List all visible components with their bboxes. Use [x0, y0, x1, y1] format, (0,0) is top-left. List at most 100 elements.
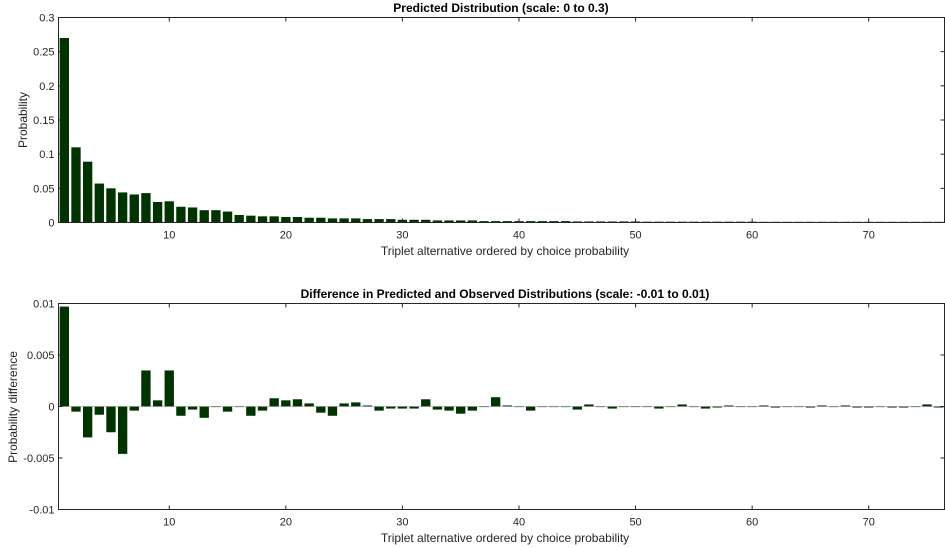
bar-4 — [94, 406, 104, 415]
difference-distribution-panel: Difference in Predicted and Observed Dis… — [6, 287, 945, 545]
bar-9 — [152, 400, 163, 407]
axes-frame — [58, 17, 945, 223]
bar-69 — [852, 406, 862, 408]
x-tick-label: 50 — [629, 517, 641, 529]
x-axis-label: Triplet alternative ordered by choice pr… — [381, 531, 629, 545]
bar-29 — [386, 406, 396, 409]
bar-17 — [246, 215, 256, 223]
y-tick-label: 0.1 — [39, 149, 54, 161]
bar-4 — [94, 183, 104, 223]
x-tick-label: 10 — [163, 230, 175, 242]
x-axis-label: Triplet alternative ordered by choice pr… — [381, 244, 629, 258]
bar-24 — [327, 218, 338, 223]
bar-28 — [374, 219, 384, 223]
x-tick-label: 70 — [863, 517, 875, 529]
bar-19 — [269, 216, 279, 223]
bar-43 — [549, 221, 559, 223]
bar-9 — [152, 202, 163, 223]
bar-46 — [584, 404, 594, 407]
bar-23 — [316, 406, 326, 413]
bar-52 — [654, 406, 664, 409]
x-tick-label: 30 — [396, 517, 408, 529]
bar-45 — [572, 406, 582, 410]
predicted-distribution-panel: Predicted Distribution (scale: 0 to 0.3)… — [16, 1, 945, 258]
bar-35 — [456, 220, 466, 223]
bar-10 — [164, 201, 174, 223]
y-tick-label: 0.3 — [39, 13, 54, 25]
bar-25 — [339, 403, 349, 407]
x-tick-label: 50 — [629, 230, 641, 242]
bar-31 — [409, 219, 419, 223]
bar-54 — [677, 404, 687, 407]
y-axis-label: Probability difference — [6, 351, 20, 463]
bar-37 — [479, 221, 489, 223]
chart-title: Difference in Predicted and Observed Dis… — [301, 287, 710, 301]
bar-39 — [502, 221, 512, 223]
bar-22 — [304, 403, 314, 407]
bar-15 — [222, 211, 233, 223]
bar-7 — [129, 194, 139, 223]
bar-18 — [257, 406, 268, 411]
bar-22 — [304, 217, 314, 223]
bar-group — [58, 306, 945, 454]
bar-35 — [456, 406, 466, 414]
bar-24 — [327, 406, 338, 416]
bar-12 — [187, 406, 198, 410]
x-tick-label: 70 — [863, 230, 875, 242]
bar-3 — [82, 161, 93, 223]
bar-11 — [176, 406, 186, 416]
bar-29 — [386, 219, 396, 223]
x-tick-label: 20 — [280, 230, 292, 242]
bar-56 — [700, 406, 711, 409]
bar-36 — [467, 220, 478, 223]
bar-2 — [71, 147, 81, 223]
bar-72 — [887, 406, 897, 408]
bar-65 — [805, 406, 816, 408]
bar-8 — [141, 370, 151, 407]
bar-16 — [234, 214, 244, 223]
x-tick-label: 30 — [396, 230, 408, 242]
bar-61 — [759, 405, 769, 407]
bar-21 — [292, 399, 303, 407]
bar-10 — [164, 370, 174, 407]
y-axis-label: Probability — [16, 92, 30, 148]
bar-45 — [572, 221, 582, 223]
tick-group: 10 20 30 40 50 60 70 -0.01 -0.005 0 0.005 0.01 — [23, 299, 945, 529]
bar-33 — [432, 406, 443, 410]
bar-75 — [922, 404, 932, 407]
bar-13 — [199, 210, 209, 223]
y-tick-label: 0.15 — [33, 115, 54, 127]
chart-title: Predicted Distribution (scale: 0 to 0.3) — [393, 1, 608, 15]
x-tick-label: 60 — [746, 517, 758, 529]
x-tick-label: 10 — [163, 517, 175, 529]
bar-17 — [246, 406, 256, 416]
x-tick-label: 20 — [280, 517, 292, 529]
bar-6 — [117, 406, 128, 454]
bar-76 — [934, 406, 944, 408]
bar-39 — [502, 405, 512, 407]
y-tick-label: 0 — [48, 218, 54, 230]
bar-42 — [537, 221, 547, 223]
bar-49 — [619, 221, 629, 223]
bar-46 — [584, 221, 594, 223]
bar-23 — [316, 217, 326, 223]
bar-27 — [362, 405, 373, 407]
bar-25 — [339, 218, 349, 223]
y-tick-label: -0.005 — [23, 453, 54, 465]
y-tick-label: 0.2 — [39, 81, 54, 93]
y-tick-label: -0.01 — [29, 505, 54, 517]
bar-30 — [397, 406, 408, 409]
bar-8 — [141, 193, 151, 223]
tick-group: 10 20 30 40 50 60 70 0 0.05 0.1 0.15 0.2 0.25 0.3 — [33, 13, 945, 242]
bar-32 — [421, 219, 431, 223]
bar-48 — [607, 221, 617, 223]
bar-15 — [222, 406, 233, 412]
bar-36 — [467, 406, 478, 411]
bar-1 — [59, 38, 69, 223]
x-tick-label: 40 — [513, 230, 525, 242]
bar-1 — [59, 306, 69, 407]
bar-58 — [724, 405, 734, 407]
bar-41 — [525, 221, 536, 223]
bar-21 — [292, 217, 303, 223]
bar-group — [59, 38, 944, 223]
